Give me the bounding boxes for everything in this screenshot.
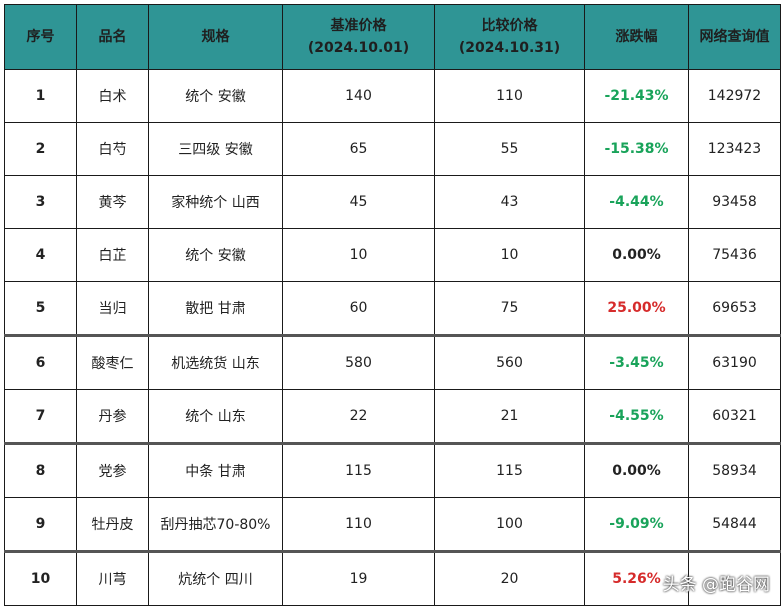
cell-query: 60321 (688, 389, 781, 444)
cell-spec: 统个 安徽 (148, 69, 283, 123)
cell-compare-price: 560 (434, 334, 585, 390)
cell-spec: 统个 安徽 (148, 228, 283, 282)
header-no: 序号 (4, 4, 77, 70)
table-row: 9 牡丹皮 刮丹抽芯70-80% 110 100 -9.09% 54844 (4, 497, 781, 552)
cell-change: -3.45% (584, 334, 689, 390)
table-row: 8 党参 中条 甘肃 115 115 0.00% 58934 (4, 442, 781, 498)
cell-no: 2 (4, 122, 77, 176)
cell-compare-price: 55 (434, 122, 585, 176)
cell-query: 58934 (688, 442, 781, 498)
cell-change: 0.00% (584, 228, 689, 282)
cell-no: 7 (4, 389, 77, 444)
cell-change: -21.43% (584, 69, 689, 123)
cell-compare-price: 10 (434, 228, 585, 282)
cell-base-price: 65 (282, 122, 435, 176)
header-base-price-label: 基准价格 (330, 18, 387, 34)
cell-compare-price: 100 (434, 497, 585, 552)
cell-no: 6 (4, 334, 77, 390)
cell-base-price: 60 (282, 281, 435, 336)
table-row: 6 酸枣仁 机选统货 山东 580 560 -3.45% 63190 (4, 334, 781, 390)
table-row: 7 丹参 统个 山东 22 21 -4.55% 60321 (4, 389, 781, 444)
cell-compare-price: 21 (434, 389, 585, 444)
cell-base-price: 110 (282, 497, 435, 552)
cell-no: 1 (4, 69, 77, 123)
cell-spec: 炕统个 四川 (148, 550, 283, 606)
table-row: 10 川芎 炕统个 四川 19 20 5.26% (4, 550, 781, 606)
cell-change: -4.55% (584, 389, 689, 444)
header-base-price: 基准价格 (2024.10.01) (282, 4, 435, 70)
header-name: 品名 (76, 4, 149, 70)
cell-compare-price: 75 (434, 281, 585, 336)
cell-name: 牡丹皮 (76, 497, 149, 552)
cell-compare-price: 110 (434, 69, 585, 123)
header-change: 涨跌幅 (584, 4, 689, 70)
cell-base-price: 45 (282, 175, 435, 229)
table-row: 2 白芍 三四级 安徽 65 55 -15.38% 123423 (4, 122, 781, 176)
cell-name: 党参 (76, 442, 149, 498)
cell-change: 0.00% (584, 442, 689, 498)
cell-query: 93458 (688, 175, 781, 229)
cell-query: 69653 (688, 281, 781, 336)
cell-compare-price: 43 (434, 175, 585, 229)
cell-query: 142972 (688, 69, 781, 123)
price-table: 序号 品名 规格 基准价格 (2024.10.01) 比较价格 (2024.10… (4, 4, 781, 606)
cell-spec: 三四级 安徽 (148, 122, 283, 176)
cell-no: 8 (4, 442, 77, 498)
cell-change: -15.38% (584, 122, 689, 176)
cell-spec: 刮丹抽芯70-80% (148, 497, 283, 552)
table-row: 5 当归 散把 甘肃 60 75 25.00% 69653 (4, 281, 781, 336)
cell-name: 当归 (76, 281, 149, 336)
cell-no: 10 (4, 550, 77, 606)
cell-spec: 机选统货 山东 (148, 334, 283, 390)
cell-base-price: 140 (282, 69, 435, 123)
header-compare-price: 比较价格 (2024.10.31) (434, 4, 585, 70)
cell-spec: 散把 甘肃 (148, 281, 283, 336)
cell-base-price: 580 (282, 334, 435, 390)
cell-base-price: 19 (282, 550, 435, 606)
header-spec: 规格 (148, 4, 283, 70)
cell-query: 54844 (688, 497, 781, 552)
cell-change: -4.44% (584, 175, 689, 229)
cell-spec: 家种统个 山西 (148, 175, 283, 229)
cell-change: 25.00% (584, 281, 689, 336)
cell-base-price: 115 (282, 442, 435, 498)
cell-no: 4 (4, 228, 77, 282)
table-row: 3 黄芩 家种统个 山西 45 43 -4.44% 93458 (4, 175, 781, 229)
cell-no: 3 (4, 175, 77, 229)
cell-name: 黄芩 (76, 175, 149, 229)
header-base-date: (2024.10.01) (307, 40, 410, 56)
cell-query: 75436 (688, 228, 781, 282)
cell-query: 123423 (688, 122, 781, 176)
cell-no: 5 (4, 281, 77, 336)
cell-compare-price: 20 (434, 550, 585, 606)
cell-query (688, 550, 781, 606)
table-row: 4 白芷 统个 安徽 10 10 0.00% 75436 (4, 228, 781, 282)
header-row: 序号 品名 规格 基准价格 (2024.10.01) 比较价格 (2024.10… (4, 4, 781, 70)
cell-spec: 统个 山东 (148, 389, 283, 444)
cell-name: 丹参 (76, 389, 149, 444)
cell-name: 白术 (76, 69, 149, 123)
cell-compare-price: 115 (434, 442, 585, 498)
header-compare-date: (2024.10.31) (458, 40, 561, 56)
watermark: 头条 @跑谷网 (662, 575, 770, 595)
cell-base-price: 10 (282, 228, 435, 282)
header-query: 网络查询值 (688, 4, 781, 70)
cell-change: -9.09% (584, 497, 689, 552)
cell-name: 川芎 (76, 550, 149, 606)
cell-name: 白芷 (76, 228, 149, 282)
cell-base-price: 22 (282, 389, 435, 444)
header-compare-price-label: 比较价格 (481, 18, 538, 34)
cell-no: 9 (4, 497, 77, 552)
cell-spec: 中条 甘肃 (148, 442, 283, 498)
cell-name: 白芍 (76, 122, 149, 176)
cell-name: 酸枣仁 (76, 334, 149, 390)
cell-query: 63190 (688, 334, 781, 390)
table-row: 1 白术 统个 安徽 140 110 -21.43% 142972 (4, 69, 781, 123)
